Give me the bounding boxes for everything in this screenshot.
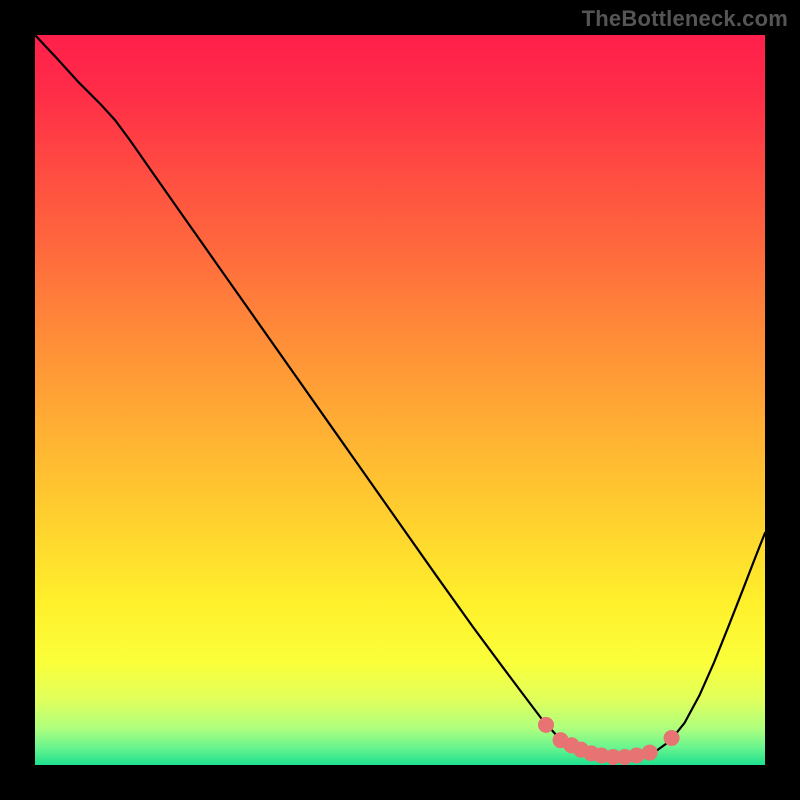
plot-svg bbox=[35, 35, 765, 765]
marker-dot bbox=[629, 748, 644, 763]
marker-dot bbox=[539, 717, 554, 732]
chart-frame: TheBottleneck.com bbox=[0, 0, 800, 800]
plot-area bbox=[35, 35, 765, 765]
marker-dot bbox=[664, 730, 679, 745]
gradient-background bbox=[35, 35, 765, 765]
watermark-text: TheBottleneck.com bbox=[582, 6, 788, 32]
marker-dot bbox=[642, 745, 657, 760]
